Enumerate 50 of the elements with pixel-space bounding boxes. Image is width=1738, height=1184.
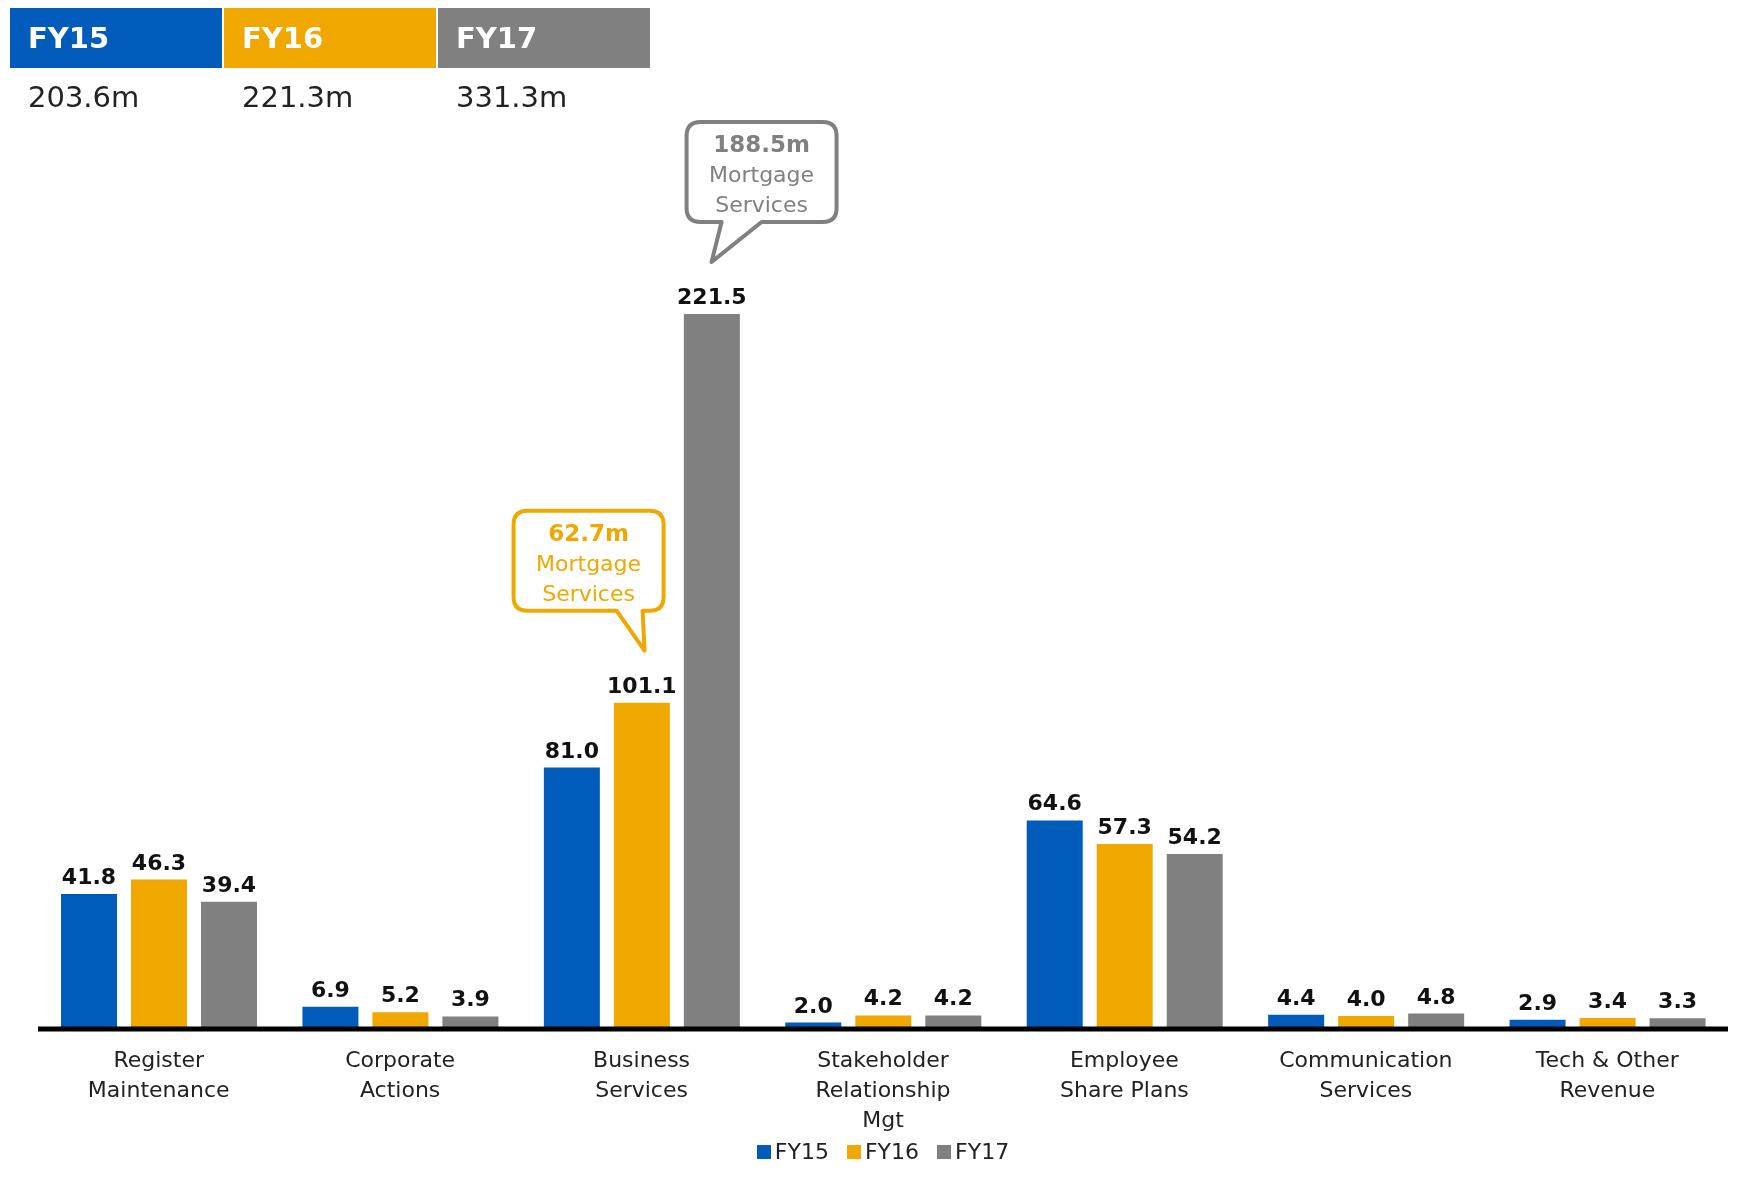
x-tick-label: Business Services [593,1047,691,1102]
speech-bubble: 62.7m Mortgage Services [511,508,666,653]
data-label: 4.4 [1276,984,1316,1010]
data-label: 5.2 [380,982,420,1008]
data-label: 4.8 [1416,983,1456,1009]
legend-label: FY16 [863,1139,920,1164]
bar [302,1006,359,1029]
speech-bubble: 188.5m Mortgage Services [684,120,839,264]
data-label: 221.5 [677,284,747,309]
bar [61,894,117,1029]
data-label: 81.0 [544,737,599,763]
data-label: 64.6 [1027,790,1082,816]
data-label: 39.4 [201,871,257,897]
text: FY17 [456,21,538,55]
data-label: 101.1 [607,672,677,698]
data-label: 54.2 [1167,824,1222,850]
x-tick-label: Tech & Other Revenue [1534,1047,1680,1102]
data-label: 6.9 [310,976,350,1002]
data-label: 41.8 [61,864,117,890]
x-tick-label: Register Maintenance [87,1047,230,1102]
text: 203.6m [27,79,141,114]
data-label: 4.0 [1346,986,1386,1012]
bar [201,901,257,1029]
bar [1166,854,1223,1029]
data-label: 3.9 [450,986,490,1012]
data-label: 3.3 [1658,988,1698,1014]
text: FY16 [242,21,324,55]
x-tick-label: Employee Share Plans [1060,1047,1189,1102]
text: 331.3m [455,79,569,114]
bar [613,702,670,1029]
data-label: 57.3 [1097,814,1152,840]
data-label: 4.2 [933,985,973,1011]
legend-label: FY17 [954,1139,1010,1164]
annotation: 62.7m Mortgage Services [536,519,642,606]
data-label: 3.4 [1588,988,1628,1014]
x-tick-label: Stakeholder Relationship Mgt [815,1047,951,1132]
text: 221.3m [241,79,355,114]
data-label: 4.2 [863,985,903,1011]
bar [131,879,187,1029]
bar [1096,844,1153,1029]
text: FY15 [28,21,110,55]
x-tick-label: Communication Services [1279,1047,1453,1102]
bar [543,767,600,1029]
x-tick-label: Corporate Actions [345,1047,456,1102]
data-label: 2.9 [1518,989,1558,1015]
bar [683,314,740,1029]
data-label: 2.0 [793,992,833,1018]
legend-label: FY15 [773,1139,829,1164]
data-label: 46.3 [131,849,187,875]
bar [1026,820,1083,1029]
